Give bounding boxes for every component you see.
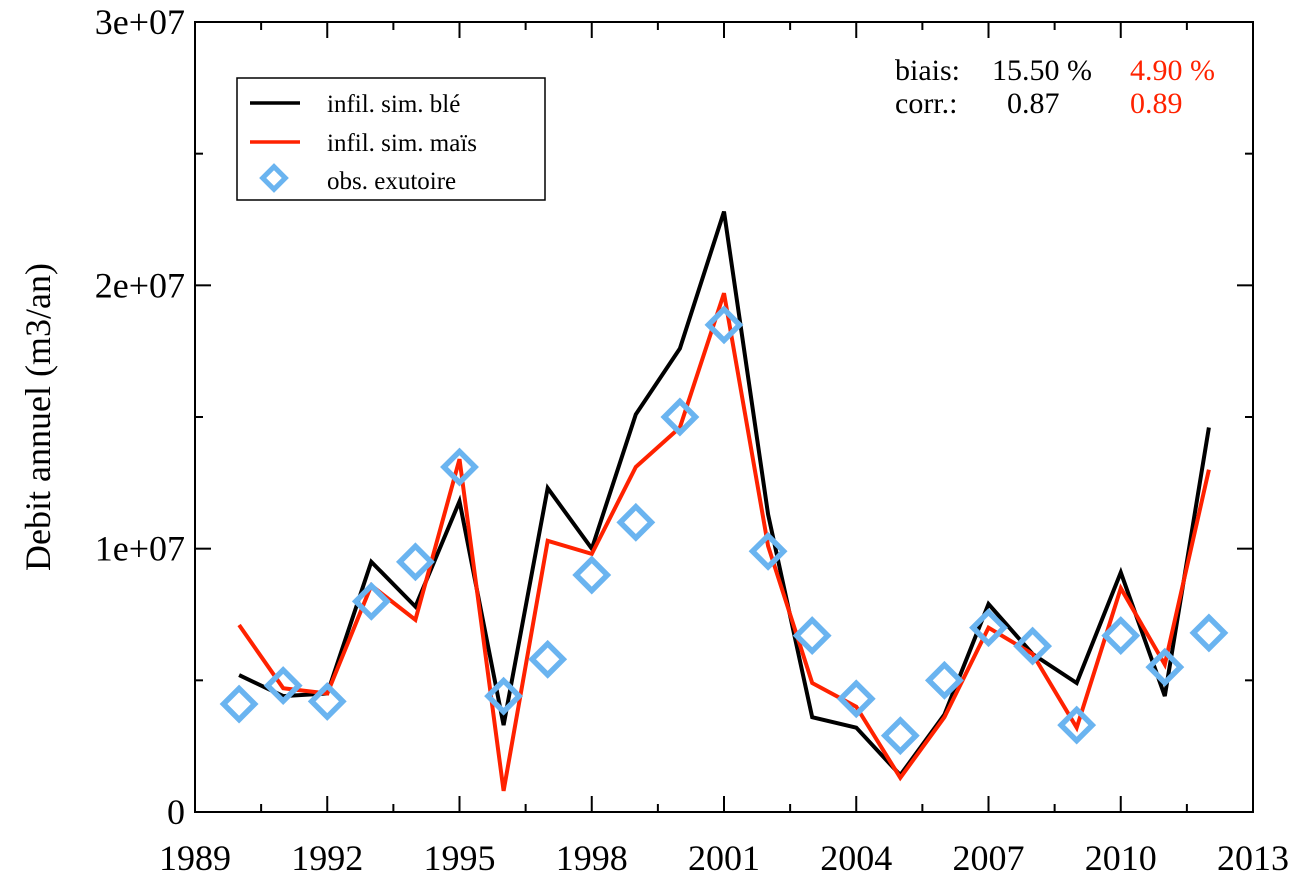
obs-marker bbox=[263, 666, 303, 706]
x-tick-label: 1995 bbox=[424, 838, 496, 878]
obs-marker bbox=[704, 305, 744, 345]
obs-marker bbox=[880, 716, 920, 756]
obs-marker bbox=[572, 555, 612, 595]
obs-marker bbox=[1057, 705, 1097, 745]
x-tick-label: 1992 bbox=[291, 838, 363, 878]
series-line-mais bbox=[237, 292, 1211, 792]
x-tick-label: 1989 bbox=[159, 838, 231, 878]
series-layer bbox=[219, 210, 1229, 792]
legend-box bbox=[236, 77, 546, 201]
x-tick-labels: 1989 1992 1995 1998 2001 2004 2007 2010 2013 bbox=[159, 838, 1289, 878]
series-line-ble bbox=[238, 210, 1211, 779]
x-tick-label: 2001 bbox=[688, 838, 760, 878]
obs-marker bbox=[219, 684, 259, 724]
obs-marker bbox=[969, 608, 1008, 648]
stats-biais-ble: 15.50 % bbox=[992, 54, 1092, 87]
x-tick-label: 2013 bbox=[1217, 838, 1289, 878]
y-axis-title: Debit annuel (m3/an) bbox=[18, 263, 58, 571]
x-tick-label: 2004 bbox=[820, 838, 892, 878]
legend-label-obs: obs. exutoire bbox=[327, 168, 456, 195]
x-tick-label: 2007 bbox=[953, 838, 1025, 878]
obs-marker bbox=[1189, 613, 1229, 653]
axis-ticks bbox=[194, 21, 1254, 813]
obs-marker bbox=[528, 639, 568, 679]
stats-corr-mais: 0.89 bbox=[1130, 87, 1183, 120]
obs-marker bbox=[1145, 647, 1185, 687]
obs-marker bbox=[307, 681, 347, 721]
stats-corr-label: corr.: bbox=[895, 87, 957, 120]
y-tick-label: 0 bbox=[167, 792, 185, 832]
y-tick-label: 1e+07 bbox=[95, 529, 185, 569]
y-tick-label: 3e+07 bbox=[95, 2, 185, 42]
x-tick-label: 2010 bbox=[1085, 838, 1157, 878]
stats-biais-mais: 4.90 % bbox=[1130, 54, 1215, 87]
obs-marker bbox=[660, 397, 700, 437]
obs-marker bbox=[1101, 616, 1141, 656]
y-tick-labels: 0 1e+07 2e+07 3e+07 bbox=[95, 2, 185, 832]
obs-marker bbox=[351, 581, 391, 621]
legend-label-ble: infil. sim. blé bbox=[327, 91, 460, 118]
stats-annotation: biais: 15.50 % 4.90 % corr.: 0.87 0.89 bbox=[895, 54, 1215, 120]
legend-swatch-obs bbox=[259, 163, 289, 193]
obs-marker bbox=[924, 660, 964, 700]
obs-marker bbox=[836, 679, 876, 719]
legend: infil. sim. blé infil. sim. maïs obs. ex… bbox=[236, 77, 546, 201]
stats-corr-ble: 0.87 bbox=[1007, 87, 1060, 120]
x-tick-label: 1998 bbox=[556, 838, 628, 878]
obs-marker bbox=[395, 542, 435, 582]
y-tick-label: 2e+07 bbox=[95, 265, 185, 305]
plot-area: 1989 1992 1995 1998 2001 2004 2007 2010 2013 0 1e… bbox=[95, 2, 1289, 878]
obs-marker bbox=[484, 676, 524, 716]
obs-marker bbox=[1013, 626, 1053, 666]
obs-marker bbox=[748, 531, 788, 571]
obs-marker bbox=[616, 502, 656, 542]
legend-label-mais: infil. sim. maïs bbox=[327, 130, 477, 157]
obs-marker bbox=[440, 447, 479, 487]
obs-marker bbox=[792, 616, 832, 656]
stats-biais-label: biais: bbox=[895, 54, 960, 87]
